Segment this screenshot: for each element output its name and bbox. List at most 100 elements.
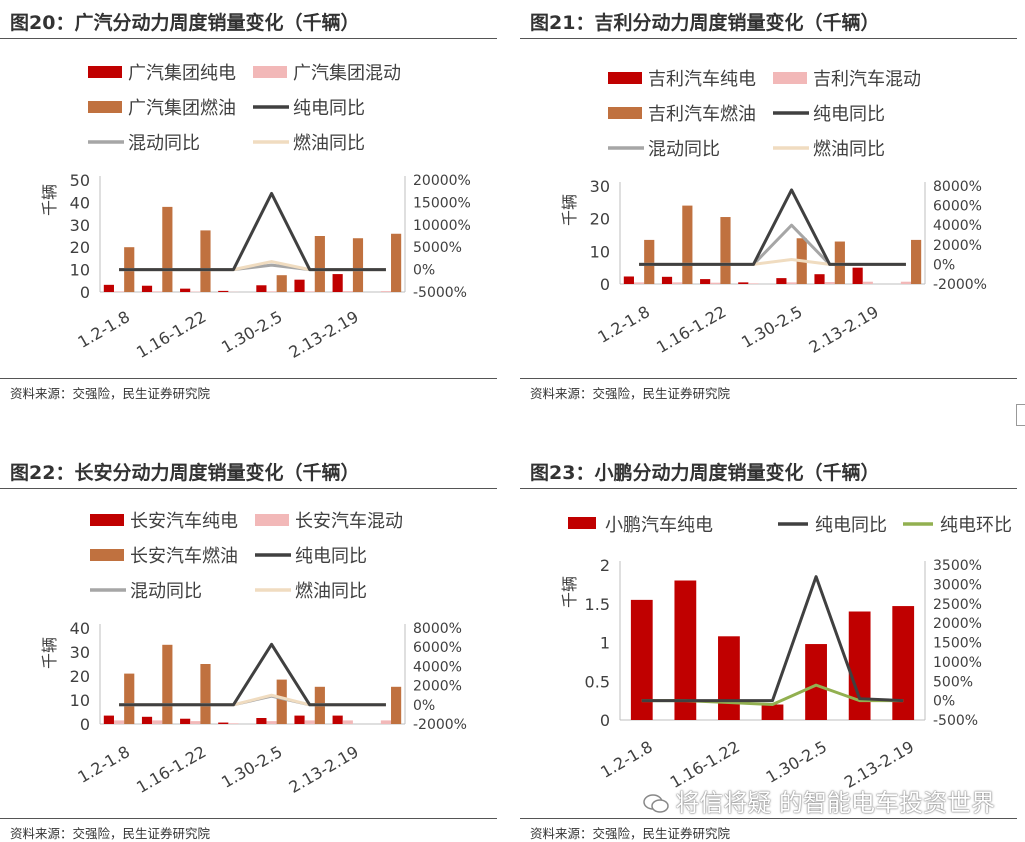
source-note: 资料来源：交强险，民生证券研究院 [10,826,211,841]
y-tick-label: 1.5 [585,595,610,614]
bar-1.30-2.5 [276,679,287,724]
y2-tick-label: 2000% [933,616,982,632]
bar-1.16-1.22 [190,721,201,724]
y2-tick-label: 6000% [413,640,462,656]
y-tick-label: 30 [70,216,90,235]
y2-tick-label: 5000% [413,240,462,256]
legend-label: 混动同比 [648,139,720,160]
line-series [639,223,906,266]
legend-label: 吉利汽车混动 [813,69,921,90]
y-axis-label: 千辆 [560,576,579,608]
bar-2.6-2.12 [824,282,835,284]
x-tick-label: 1.30-2.5 [763,737,830,787]
bar-2.13-2.19 [332,274,343,292]
y2-tick-label: 0% [933,694,955,710]
bar-2.6-2.12 [848,611,871,720]
bar-2.20-2.26 [391,686,402,724]
source-rule [520,818,1017,819]
legend-label: 长安汽车燃油 [130,546,238,567]
legend-swatch [88,66,122,78]
bar-2.20-2.26 [911,239,922,284]
bar-1.30-2.5 [776,278,787,284]
y-tick-label: 0.5 [585,672,610,691]
legend-swatch [608,107,642,119]
y-tick-label: 0 [80,715,90,734]
bar-2.13-2.19 [852,267,863,284]
bar-1.2-1.8 [124,673,135,724]
y2-tick-label: 20000% [413,173,471,189]
y2-tick-label: 15000% [413,195,471,211]
bar-1.9-1.15 [152,291,163,292]
bar-1.16-1.22 [180,288,191,292]
legend-swatch [568,517,596,529]
y-tick-label: 0 [80,283,90,302]
bar-2.6-2.12 [814,274,825,284]
legend-label: 燃油同比 [295,581,367,602]
bar-2.6-2.12 [314,236,325,292]
y-tick-label: 0 [600,711,610,730]
y2-tick-label: 0% [933,257,955,273]
bar-1.9-1.15 [162,644,173,724]
x-tick-label: 1.16-1.22 [653,302,729,357]
legend-label: 纯电同比 [293,98,365,119]
y-tick-label: 10 [70,261,90,280]
page-edge-mark [1016,404,1025,426]
legend-label: 广汽集团燃油 [128,98,236,119]
source-note: 资料来源：交强险，民生证券研究院 [10,386,211,401]
y-tick-label: 20 [70,667,90,686]
y2-tick-label: 2000% [413,679,462,695]
bar-1.16-1.22 [700,279,711,284]
legend-label: 纯电同比 [815,515,887,536]
line-series [639,188,906,266]
y2-tick-label: 2000% [933,238,982,254]
y2-tick-label: 3500% [933,558,982,574]
y-axis-label: 千辆 [560,194,579,226]
watermark: 将信将疑 的智能电车投资世界 [643,783,995,818]
legend-label: 广汽集团纯电 [128,63,236,84]
y-tick-label: 0 [600,275,610,294]
bar-1.9-1.15 [162,206,173,292]
figure-title: 图22：长安分动力周度销量变化（千辆） [10,462,360,484]
y-tick-label: 20 [70,238,90,257]
bar-1.9-1.15 [674,580,697,720]
legend-swatch [773,72,807,84]
bar-2.6-2.12 [304,720,315,724]
chart-panel-changan: 图22：长安分动力周度销量变化（千辆） 长安汽车纯电 长安汽车混动 长安汽车燃油 纯电… [0,450,497,842]
legend-swatch [88,101,122,113]
x-tick-label: 1.30-2.5 [218,307,285,357]
bar-1.23-1.29 [218,290,229,292]
y2-tick-label: -500% [933,713,978,729]
bar-2.6-2.12 [834,241,845,284]
x-tick-label: 1.2-1.8 [594,302,653,347]
y-tick-label: 10 [70,691,90,710]
bar-1.30-2.5 [805,644,827,720]
bar-1.2-1.8 [113,720,125,724]
title-rule [520,38,1017,39]
y2-tick-label: 1000% [933,655,982,671]
chart-panel-guangqi: 图20：广汽分动力周度销量变化（千辆） 广汽集团纯电 广汽集团混动 广汽集团燃油 纯电… [0,0,497,410]
y-tick-label: 40 [70,193,90,212]
bar-2.13-2.19 [352,238,364,292]
y2-tick-label: 10000% [413,218,471,234]
title-rule [520,488,1017,489]
bar-2.20-2.26 [380,720,392,724]
bar-1.30-2.5 [256,285,267,292]
legend-label: 混动同比 [128,133,200,154]
y-tick-label: 20 [590,210,610,229]
bar-2.6-2.12 [294,715,305,724]
bar-1.16-1.22 [180,718,191,724]
legend-swatch [253,66,287,78]
legend-swatch [608,72,642,84]
y-tick-label: 10 [590,242,610,261]
legend-label: 纯电环比 [940,515,1012,536]
x-tick-label: 2.13-2.19 [286,307,362,362]
legend-label: 吉利汽车燃油 [648,104,756,125]
y2-tick-label: 500% [933,674,973,690]
y-tick-label: 50 [70,171,90,190]
bar-1.30-2.5 [276,275,287,292]
bar-1.30-2.5 [256,718,267,724]
bar-2.13-2.19 [342,720,353,724]
chart-panel-geely: 图21：吉利分动力周度销量变化（千辆） 吉利汽车纯电 吉利汽车混动 吉利汽车燃油 纯电… [520,0,1017,410]
wechat-icon [643,794,670,813]
